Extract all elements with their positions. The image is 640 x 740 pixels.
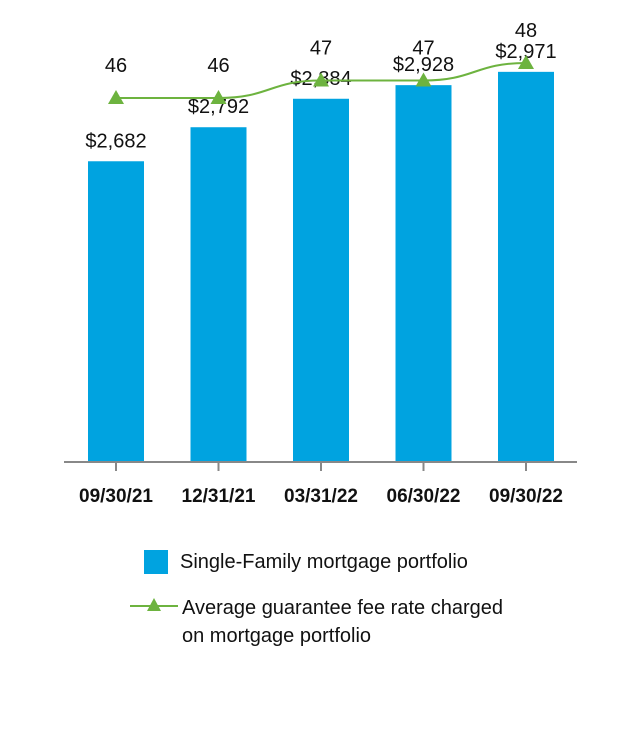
line-marker [313, 72, 329, 87]
legend-label-line: Average guarantee fee rate charged on mo… [182, 597, 503, 647]
square-swatch-icon [144, 550, 168, 574]
bar [88, 161, 144, 463]
line-data-label: 48 [515, 20, 537, 42]
line-data-label: 47 [412, 38, 434, 60]
chart: $2,682$2,792$2,884$2,928$2,97109/30/2112… [64, 20, 577, 507]
bar [293, 98, 349, 462]
legend: Single-Family mortgage portfolio Average… [130, 548, 608, 668]
legend-label-bar: Single-Family mortgage portfolio [180, 551, 468, 573]
bar-data-label: $2,928 [393, 54, 454, 76]
line-marker [518, 55, 534, 69]
bar [498, 71, 554, 462]
line-data-label: 46 [105, 55, 127, 77]
x-tick-label: 06/30/22 [387, 486, 461, 507]
line-marker [415, 72, 432, 87]
line-marker [210, 90, 227, 104]
x-tick-label: 12/31/21 [182, 486, 256, 507]
x-tick-label: 09/30/21 [79, 486, 153, 507]
x-tick-label: 03/31/22 [284, 486, 358, 507]
line-data-label: 46 [207, 55, 229, 77]
legend-item-bar: Single-Family mortgage portfolio [138, 548, 608, 576]
bar [395, 85, 452, 462]
x-tick-label: 09/30/22 [489, 486, 563, 507]
bar-data-label: $2,682 [85, 130, 146, 152]
bar-data-label: $2,792 [188, 96, 249, 118]
legend-item-line: Average guarantee fee rate charged on mo… [130, 594, 608, 650]
bar [190, 127, 247, 463]
bar-data-label: $2,971 [495, 41, 556, 63]
line-marker [108, 90, 124, 104]
line-data-label: 47 [310, 38, 332, 60]
triangle-line-icon [130, 598, 178, 611]
